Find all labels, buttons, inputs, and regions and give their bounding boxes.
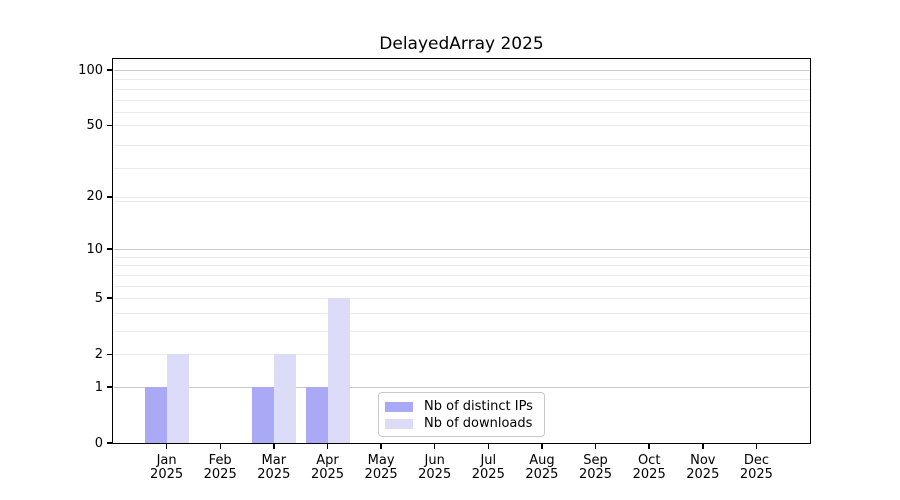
legend: Nb of distinct IPs Nb of downloads bbox=[378, 392, 545, 437]
gridline-major bbox=[114, 69, 809, 71]
gridline-minor bbox=[114, 99, 809, 101]
y-tick-label: 2 bbox=[94, 346, 103, 362]
x-tick-mark bbox=[594, 443, 597, 449]
y-tick-mark bbox=[107, 386, 113, 388]
bar-distinct-ips-apr bbox=[305, 387, 328, 443]
x-tick-month: Nov bbox=[690, 453, 716, 468]
gridline-minor bbox=[114, 200, 809, 202]
gridline-minor bbox=[114, 168, 809, 170]
gridline-major bbox=[114, 298, 809, 300]
gridline-minor bbox=[114, 274, 809, 276]
x-tick-year: 2025 bbox=[471, 467, 505, 482]
bar-distinct-ips-mar bbox=[251, 387, 274, 443]
x-tick-mark bbox=[648, 443, 650, 449]
x-tick-mark bbox=[273, 443, 275, 449]
bar-distinct-ips-jan bbox=[144, 387, 167, 443]
x-tick-month: Feb bbox=[208, 453, 232, 468]
x-tick-mark bbox=[380, 443, 382, 449]
gridline-minor bbox=[114, 144, 809, 146]
x-tick-year: 2025 bbox=[739, 467, 773, 482]
x-tick-label-dec: Dec 2025 bbox=[729, 454, 783, 482]
y-tick-label: 1 bbox=[94, 379, 103, 395]
y-tick-mark bbox=[107, 124, 113, 126]
gridline-minor bbox=[114, 79, 809, 81]
x-tick-label-apr: Apr 2025 bbox=[301, 454, 355, 482]
x-tick-month: Jul bbox=[480, 453, 497, 468]
legend-label-distinct-ips: Nb of distinct IPs bbox=[424, 399, 533, 414]
x-tick-month: Apr bbox=[316, 453, 339, 468]
x-tick-month: Aug bbox=[529, 453, 555, 468]
x-tick-label-jul: Jul 2025 bbox=[461, 454, 515, 482]
legend-entry-downloads: Nb of downloads bbox=[379, 415, 544, 432]
x-tick-year: 2025 bbox=[203, 467, 237, 482]
x-tick-year: 2025 bbox=[310, 467, 345, 482]
y-tick-mark bbox=[107, 69, 113, 71]
x-tick-year: 2025 bbox=[364, 467, 398, 482]
gridline-minor bbox=[114, 285, 809, 287]
x-tick-month: Oct bbox=[637, 453, 661, 468]
x-tick-month: Dec bbox=[743, 453, 769, 468]
x-tick-label-nov: Nov 2025 bbox=[676, 454, 730, 482]
gridline-minor bbox=[114, 112, 809, 114]
gridline-minor bbox=[114, 88, 809, 90]
x-tick-mark bbox=[326, 443, 329, 449]
x-tick-month: May bbox=[367, 453, 395, 468]
gridline-minor bbox=[114, 331, 809, 332]
x-tick-label-mar: Mar 2025 bbox=[247, 454, 301, 482]
y-tick-mark bbox=[107, 353, 113, 355]
gridline-major bbox=[114, 354, 809, 356]
x-tick-month: Jun bbox=[424, 453, 445, 468]
gridline-minor bbox=[114, 265, 809, 267]
x-tick-month: Mar bbox=[261, 453, 287, 468]
x-tick-label-sep: Sep 2025 bbox=[569, 454, 623, 482]
x-tick-year: 2025 bbox=[150, 467, 184, 482]
x-tick-mark bbox=[755, 443, 758, 449]
bar-downloads-apr bbox=[327, 298, 350, 443]
x-tick-year: 2025 bbox=[525, 467, 559, 482]
x-tick-month: Jan bbox=[156, 453, 177, 468]
y-tick-label: 20 bbox=[86, 189, 103, 205]
x-tick-label-jan: Jan 2025 bbox=[140, 454, 194, 482]
gridline-major bbox=[114, 196, 809, 198]
y-tick-label: 100 bbox=[78, 62, 103, 78]
gridline-minor bbox=[114, 312, 809, 314]
x-tick-mark bbox=[219, 443, 221, 449]
y-tick-mark bbox=[107, 196, 113, 198]
x-tick-label-may: May 2025 bbox=[354, 454, 408, 482]
y-tick-label: 0 bbox=[94, 435, 103, 451]
legend-entry-distinct-ips: Nb of distinct IPs bbox=[379, 398, 544, 415]
x-tick-mark bbox=[487, 443, 490, 449]
y-tick-label: 10 bbox=[86, 241, 103, 257]
gridline-minor bbox=[114, 256, 809, 258]
y-tick-label: 5 bbox=[94, 290, 103, 306]
x-tick-month: Sep bbox=[583, 453, 608, 468]
x-tick-mark bbox=[702, 443, 704, 449]
y-tick-mark bbox=[107, 248, 113, 250]
x-tick-mark bbox=[541, 443, 543, 449]
y-tick-mark bbox=[107, 297, 113, 299]
x-tick-label-aug: Aug 2025 bbox=[515, 454, 569, 482]
legend-label-downloads: Nb of downloads bbox=[424, 416, 533, 431]
x-tick-year: 2025 bbox=[686, 467, 720, 482]
x-tick-mark bbox=[433, 443, 436, 449]
x-tick-year: 2025 bbox=[578, 467, 613, 482]
x-tick-label-oct: Oct 2025 bbox=[622, 454, 676, 482]
y-tick-label: 50 bbox=[86, 117, 103, 133]
gridline-major bbox=[114, 386, 809, 388]
gridline-major bbox=[114, 248, 809, 251]
y-tick-mark bbox=[107, 442, 113, 444]
bar-downloads-mar bbox=[273, 354, 296, 443]
x-tick-mark bbox=[165, 443, 168, 449]
x-tick-year: 2025 bbox=[257, 467, 291, 482]
legend-swatch-downloads bbox=[385, 418, 413, 429]
chart-title: DelayedArray 2025 bbox=[379, 34, 544, 54]
gridline-major bbox=[114, 125, 809, 127]
x-tick-year: 2025 bbox=[632, 467, 666, 482]
x-tick-label-jun: Jun 2025 bbox=[408, 454, 462, 482]
legend-swatch-distinct-ips bbox=[385, 401, 413, 412]
x-tick-year: 2025 bbox=[418, 467, 452, 482]
bar-downloads-jan bbox=[166, 354, 189, 443]
x-tick-label-feb: Feb 2025 bbox=[193, 454, 247, 482]
